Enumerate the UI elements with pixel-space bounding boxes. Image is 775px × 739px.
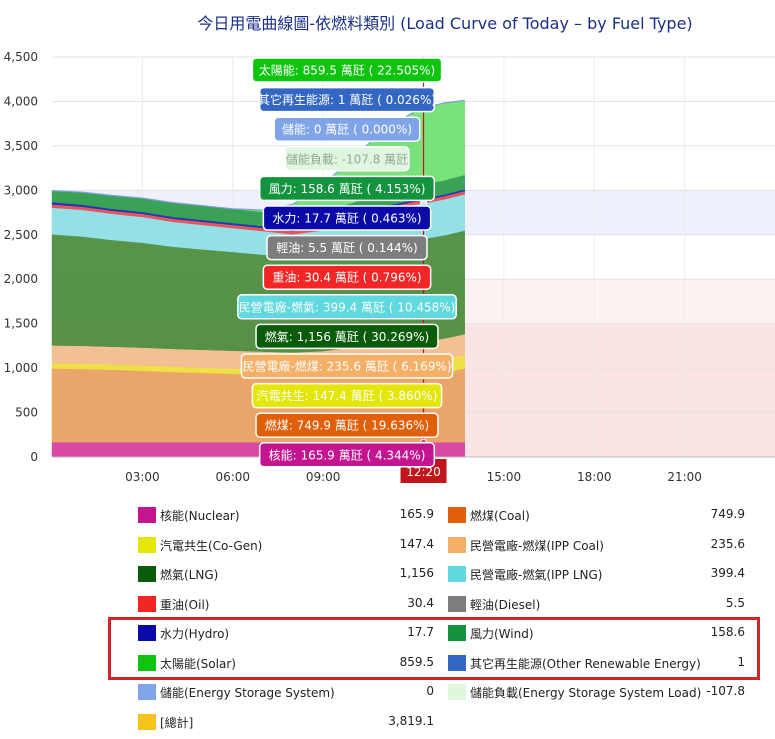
y-tick-label: 2,500 [4, 228, 38, 242]
x-tick-label: 21:00 [667, 470, 702, 484]
legend-name: 民營電廠-燃煤(IPP Coal) [470, 538, 604, 553]
legend-value: 147.4 [399, 536, 434, 551]
tooltip-label: 汽電共生: 147.4 萬瓩 ( 3.860%) [257, 388, 438, 403]
x-tick-label: 03:00 [125, 470, 160, 484]
legend-item: 燃氣(LNG) 1,156 [138, 564, 434, 584]
legend-item: 汽電共生(Co-Gen) 147.4 [138, 535, 434, 555]
y-tick-label: 2,000 [4, 272, 38, 286]
legend-value: 1,156 [399, 566, 434, 580]
legend-item: 儲能(Energy Storage System) 0 [138, 682, 434, 702]
x-tick-label: 06:00 [215, 470, 250, 484]
load-curve-chart: 0 500 1,000 1,500 2,000 2,500 3,000 3,500 4,000 4… [4, 50, 775, 484]
y-tick-label: 1,500 [4, 317, 38, 331]
tooltip-box [266, 234, 428, 261]
legend-swatch [448, 507, 466, 523]
tooltip-label: 輕油: 5.5 萬瓩 ( 0.144%) [276, 241, 418, 255]
legend-value: 5.5 [725, 595, 745, 610]
legend-name: 核能(Nuclear) [160, 509, 240, 523]
legend-value: -107.8 [706, 684, 745, 698]
tooltip-label: 核能: 165.9 萬瓩 ( 4.344%) [269, 448, 426, 462]
legend-item: 民營電廠-燃氣(IPP LNG) 399.4 [448, 564, 745, 584]
y-tick-label: 4,500 [4, 50, 38, 64]
legend-name: 燃氣(LNG) [160, 568, 219, 582]
legend-swatch [448, 684, 466, 700]
legend-item: 重油(Oil) 30.4 [138, 594, 434, 614]
tooltip-box [258, 86, 436, 113]
tooltip-label: 燃氣: 1,156 萬瓩 ( 30.269%) [265, 329, 429, 344]
legend-value: 235.6 [710, 536, 745, 551]
legend-value: 399.4 [710, 566, 745, 580]
tooltip-box [262, 264, 432, 290]
legend-swatch [448, 595, 466, 612]
legend-swatch [138, 566, 156, 582]
y-tick-label: 1,000 [4, 361, 38, 375]
legend-item: 核能(Nuclear) 165.9 [138, 505, 434, 525]
legend-swatch [448, 566, 466, 582]
legend-swatch [138, 684, 156, 700]
time-label: 12:20 [406, 465, 441, 479]
legend-item: 輕油(Diesel) 5.5 [448, 594, 745, 614]
y-tick-label: 0 [30, 450, 38, 464]
legend-item: [總計] 3,819.1 [138, 712, 434, 732]
tooltip-box [262, 205, 432, 231]
tooltip-label: 水力: 17.7 萬瓩 ( 0.463%) [272, 212, 421, 226]
legend-item: 燃煤(Coal) 749.9 [448, 505, 745, 525]
tooltip-label: 其它再生能源: 1 萬瓩 ( 0.026%) [258, 92, 436, 107]
tooltip-label: 燃煤: 749.9 萬瓩 ( 19.636%) [265, 418, 429, 433]
y-tick-label: 3,000 [4, 183, 38, 197]
tooltip-box [284, 146, 410, 172]
legend-value: 165.9 [399, 507, 434, 521]
tooltip-box [251, 57, 443, 83]
legend-swatch [138, 595, 156, 612]
y-tick-label: 3,500 [4, 139, 38, 153]
tooltip-box [251, 382, 443, 409]
tooltip-label: 太陽能: 859.5 萬瓩 ( 22.505%) [259, 63, 435, 78]
legend-swatch [448, 536, 466, 553]
highlight-box [108, 617, 760, 680]
tooltip-label: 民營電廠-燃煤: 235.6 萬瓩 ( 6.169%) [242, 359, 451, 374]
legend-value: 749.9 [710, 507, 745, 521]
legend-name: 儲能(Energy Storage System) [160, 686, 335, 700]
legend-name: 燃煤(Coal) [470, 509, 530, 523]
tooltip-box [237, 294, 457, 320]
legend-value: 0 [426, 684, 434, 698]
tooltip-box [240, 353, 454, 379]
x-tick-label: 15:00 [487, 470, 522, 484]
tooltip-label: 儲能負載: -107.8 萬瓩 [286, 152, 408, 166]
chart-title: 今日用電曲線圖-依燃料類別 (Load Curve of Today – by … [197, 14, 693, 33]
tooltip-box [258, 175, 436, 202]
tooltip-box [273, 116, 421, 142]
legend-name: [總計] [160, 715, 194, 730]
tooltip-label: 民營電廠-燃氣: 399.4 萬瓩 ( 10.458%) [239, 299, 456, 314]
legend-name: 輕油(Diesel) [470, 597, 541, 612]
tooltip-box [255, 412, 439, 438]
legend-item: 儲能負載(Energy Storage System Load) -107.8 [448, 682, 745, 702]
tooltip-label: 風力: 158.6 萬瓩 ( 4.153%) [269, 182, 426, 196]
legend-name: 重油(Oil) [160, 597, 210, 612]
x-tick-label: 09:00 [306, 470, 341, 484]
tooltip-box [258, 442, 436, 468]
tooltip-label: 儲能: 0 萬瓩 ( 0.000%) [282, 123, 412, 137]
legend-swatch [138, 507, 156, 523]
tooltip-box [255, 323, 439, 350]
legend-swatch [138, 713, 156, 730]
y-tick-label: 4,000 [4, 94, 38, 108]
x-tick-label: 18:00 [577, 470, 612, 484]
legend-item: 民營電廠-燃煤(IPP Coal) 235.6 [448, 535, 745, 555]
legend-swatch [138, 536, 156, 553]
legend-name: 民營電廠-燃氣(IPP LNG) [470, 568, 603, 582]
legend-name: 儲能負載(Energy Storage System Load) [470, 686, 702, 700]
y-tick-label: 500 [15, 406, 38, 420]
legend-name: 汽電共生(Co-Gen) [160, 538, 263, 553]
tooltip-label: 重油: 30.4 萬瓩 ( 0.796%) [272, 271, 421, 285]
legend-value: 30.4 [407, 595, 434, 610]
legend-value: 3,819.1 [388, 713, 434, 728]
